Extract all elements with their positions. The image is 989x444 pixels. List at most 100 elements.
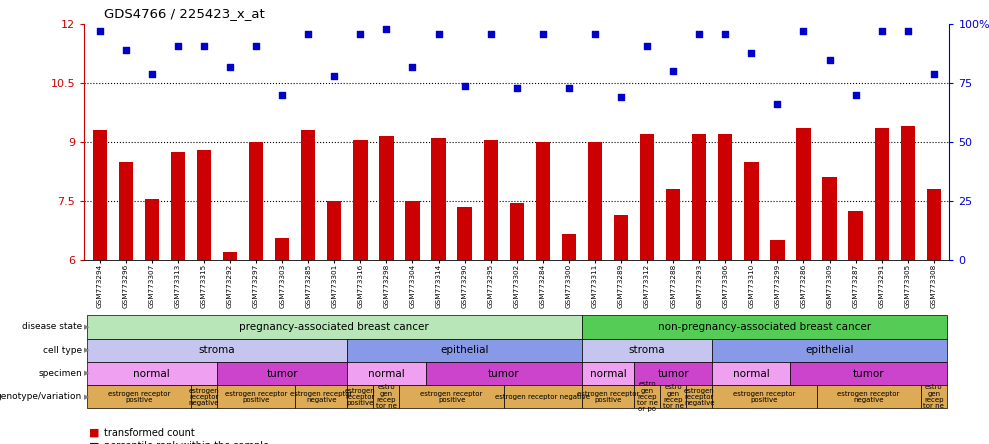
Bar: [718, 134, 733, 260]
Point: [405, 63, 420, 70]
Bar: [223, 252, 237, 260]
Point: [873, 28, 889, 35]
Text: ■: ■: [89, 441, 100, 444]
Bar: [509, 203, 524, 260]
Bar: [587, 142, 602, 260]
Point: [248, 42, 264, 49]
Text: percentile rank within the sample: percentile rank within the sample: [104, 441, 269, 444]
Text: pregnancy-associated breast cancer: pregnancy-associated breast cancer: [239, 322, 429, 332]
Point: [848, 91, 863, 99]
Text: estrogen
receptor
negative: estrogen receptor negative: [189, 388, 220, 406]
Bar: [927, 189, 941, 260]
Bar: [666, 189, 680, 260]
Point: [92, 28, 108, 35]
Text: tumor: tumor: [488, 369, 519, 379]
Point: [666, 68, 681, 75]
Point: [144, 70, 160, 77]
Bar: [301, 131, 315, 260]
Text: normal: normal: [368, 369, 405, 379]
Bar: [536, 142, 550, 260]
Point: [900, 28, 916, 35]
Text: epithelial: epithelial: [805, 345, 854, 355]
Point: [639, 42, 655, 49]
Text: ▶: ▶: [84, 394, 89, 400]
Point: [717, 30, 733, 37]
Point: [457, 82, 473, 89]
Text: tumor: tumor: [658, 369, 689, 379]
Text: estrogen receptor
negative: estrogen receptor negative: [838, 391, 900, 403]
Text: estro
gen
recep
tor ne: estro gen recep tor ne: [663, 385, 683, 409]
Text: ▶: ▶: [84, 324, 89, 330]
Text: specimen: specimen: [39, 369, 82, 378]
Text: estrogen receptor
positive: estrogen receptor positive: [225, 391, 287, 403]
Point: [769, 101, 785, 108]
Text: ▶: ▶: [84, 370, 89, 377]
Text: stroma: stroma: [199, 345, 235, 355]
Point: [301, 30, 316, 37]
Text: ▶: ▶: [84, 347, 89, 353]
Point: [535, 30, 551, 37]
Text: estrogen
receptor
positive: estrogen receptor positive: [345, 388, 376, 406]
Point: [326, 73, 342, 80]
Bar: [197, 150, 211, 260]
Text: tumor: tumor: [853, 369, 884, 379]
Text: estro
gen
recep
tor ne: estro gen recep tor ne: [924, 385, 944, 409]
Text: normal: normal: [134, 369, 170, 379]
Bar: [874, 128, 889, 260]
Text: non-pregnancy-associated breast cancer: non-pregnancy-associated breast cancer: [658, 322, 871, 332]
Text: epithelial: epithelial: [440, 345, 489, 355]
Text: estrogen receptor
positive: estrogen receptor positive: [733, 391, 795, 403]
Point: [352, 30, 368, 37]
Point: [118, 47, 134, 54]
Point: [196, 42, 212, 49]
Text: disease state: disease state: [22, 322, 82, 331]
Bar: [353, 140, 368, 260]
Text: estro
gen
recep
tor ne: estro gen recep tor ne: [376, 385, 397, 409]
Text: estrogen receptor
negative: estrogen receptor negative: [290, 391, 352, 403]
Bar: [796, 128, 811, 260]
Bar: [431, 138, 446, 260]
Bar: [640, 134, 655, 260]
Text: estro
gen
recep
tor ne
or po: estro gen recep tor ne or po: [637, 381, 658, 412]
Point: [926, 70, 942, 77]
Bar: [770, 240, 784, 260]
Point: [508, 84, 524, 91]
Point: [170, 42, 186, 49]
Text: estrogen receptor negative: estrogen receptor negative: [495, 394, 590, 400]
Text: genotype/variation: genotype/variation: [0, 392, 82, 401]
Bar: [119, 162, 133, 260]
Point: [483, 30, 498, 37]
Point: [561, 84, 577, 91]
Bar: [249, 142, 263, 260]
Point: [795, 28, 811, 35]
Bar: [562, 234, 576, 260]
Point: [744, 49, 760, 56]
Point: [691, 30, 707, 37]
Point: [822, 56, 838, 63]
Text: stroma: stroma: [629, 345, 666, 355]
Point: [587, 30, 603, 37]
Bar: [692, 134, 706, 260]
Text: normal: normal: [733, 369, 769, 379]
Text: cell type: cell type: [43, 346, 82, 355]
Bar: [458, 207, 472, 260]
Point: [430, 30, 446, 37]
Text: normal: normal: [589, 369, 626, 379]
Bar: [144, 199, 159, 260]
Bar: [484, 140, 497, 260]
Bar: [327, 201, 341, 260]
Point: [379, 26, 395, 33]
Bar: [93, 131, 107, 260]
Point: [613, 94, 629, 101]
Text: estrogen receptor
positive: estrogen receptor positive: [420, 391, 483, 403]
Bar: [379, 136, 394, 260]
Bar: [405, 201, 419, 260]
Text: transformed count: transformed count: [104, 428, 195, 438]
Text: estrogen receptor
positive: estrogen receptor positive: [577, 391, 639, 403]
Bar: [275, 238, 290, 260]
Bar: [614, 214, 628, 260]
Point: [223, 63, 238, 70]
Bar: [823, 178, 837, 260]
Text: GDS4766 / 225423_x_at: GDS4766 / 225423_x_at: [104, 7, 265, 20]
Text: estrogen
receptor
negative: estrogen receptor negative: [683, 388, 715, 406]
